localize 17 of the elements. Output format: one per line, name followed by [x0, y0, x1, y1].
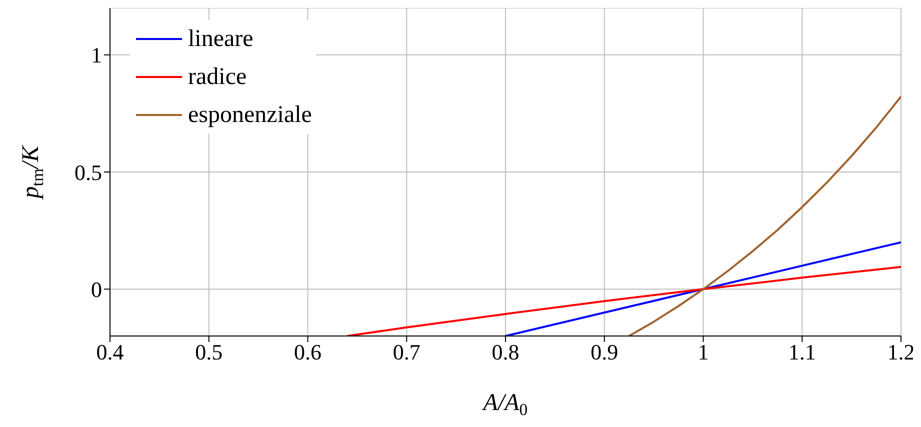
- legend-label: radice: [188, 63, 247, 92]
- x-tick-label: 0.8: [492, 340, 520, 365]
- x-tick-label: 0.9: [590, 340, 618, 365]
- x-tick-label: 0.4: [96, 340, 124, 365]
- y-tick-label: 1: [91, 42, 102, 68]
- x-tick-label: 0.7: [392, 340, 420, 365]
- legend-label: esponenziale: [188, 101, 312, 130]
- x-axis-title: A/A$_{0}$: [481, 390, 528, 420]
- x-tick-label: 0.5: [195, 340, 223, 365]
- y-tick-label: 0.5: [74, 160, 102, 185]
- x-tick-label: 1.1: [788, 340, 816, 365]
- line-series: [628, 96, 901, 336]
- legend-label: lineare: [188, 25, 254, 54]
- x-tick-label: 0.6: [294, 340, 322, 365]
- x-tick-label: 1: [698, 340, 709, 365]
- line-series: [346, 266, 901, 336]
- y-tick-label: 0: [91, 276, 102, 302]
